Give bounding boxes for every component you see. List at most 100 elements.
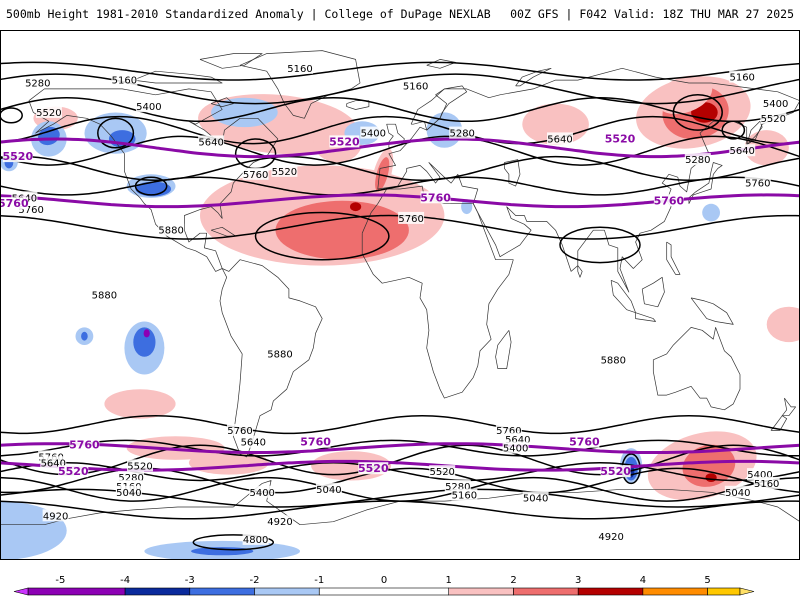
contour-label: 5400 [249, 488, 274, 499]
label-backdrop [267, 347, 293, 360]
contour-label: 5640 [729, 146, 754, 157]
colorbar-segment [318, 587, 450, 596]
highlight-contour-label: 5760 [69, 439, 100, 452]
label-backdrop [547, 132, 573, 145]
label-backdrop [69, 438, 100, 451]
label-backdrop [429, 465, 456, 478]
colorbar-segment [189, 587, 255, 596]
highlight-contour-label: 5520 [600, 465, 631, 478]
anomaly-region [104, 389, 176, 419]
contour-label: 4920 [267, 517, 292, 528]
closed-contour [559, 226, 641, 264]
height-contours [0, 61, 800, 551]
label-backdrop [358, 462, 389, 475]
contour-label: 5880 [601, 355, 626, 366]
coastline [377, 67, 800, 293]
height-contour [0, 155, 800, 181]
label-backdrop [449, 126, 476, 139]
colorbar-tick-label: 5 [704, 575, 710, 586]
contour-label: 5040 [523, 494, 548, 505]
highlight-contour-label: 5760 [569, 436, 600, 449]
anomaly-region [702, 203, 720, 222]
coastline [239, 50, 361, 119]
label-backdrop [242, 167, 269, 180]
coastline [641, 276, 665, 308]
coastline [635, 312, 656, 322]
label-backdrop [35, 105, 62, 118]
label-backdrop [360, 126, 387, 139]
label-backdrop [300, 435, 331, 448]
colorbar-segment [448, 587, 514, 596]
contour-label: 5280 [445, 482, 470, 493]
contour-label: 5400 [136, 102, 161, 113]
contour-label: 5280 [685, 155, 710, 166]
coastline [652, 327, 741, 411]
contour-label: 5760 [227, 426, 252, 437]
contour-label: 5760 [18, 205, 43, 216]
label-backdrop [760, 111, 787, 124]
colorbar-segment [577, 587, 644, 596]
contour-label: 5880 [92, 291, 117, 302]
contour-label: 5160 [729, 73, 754, 84]
coastline [210, 97, 234, 107]
anomaly-region [766, 306, 800, 343]
highlight-contour-label: 5520 [2, 150, 33, 163]
contour-label: 4800 [243, 535, 268, 546]
label-backdrop [287, 61, 313, 74]
coastline [577, 265, 583, 278]
coastline [504, 159, 521, 187]
coastline [0, 480, 800, 526]
colorbar-tick-label: -1 [314, 575, 324, 586]
colorbar-tick-label: -4 [120, 575, 130, 586]
map-title: 500mb Height 1981-2010 Standardized Anom… [6, 7, 491, 21]
anomaly-region [656, 75, 713, 115]
label-backdrop [744, 176, 771, 189]
colorbar-bar [13, 587, 755, 596]
label-backdrop [315, 482, 342, 495]
height-contour [0, 439, 800, 457]
contour-label: 5640 [241, 438, 266, 449]
label-backdrop [111, 73, 138, 86]
colorbar-tick-label: 3 [575, 575, 581, 586]
label-backdrop [198, 135, 225, 148]
label-backdrop [91, 288, 118, 301]
label-backdrop [227, 423, 253, 436]
highlight-contour-label: 5520 [605, 132, 636, 145]
height-contour [0, 414, 800, 435]
contour-label: 5520 [36, 108, 61, 119]
label-backdrop [600, 353, 627, 366]
run-info: 00Z GFS | F042 Valid: 18Z THU MAR 27 202… [510, 7, 794, 21]
contour-label: 5400 [361, 129, 386, 140]
height-contour [0, 61, 800, 81]
contour-label: 5160 [452, 491, 477, 502]
contour-label: 5160 [287, 64, 312, 75]
anomaly-region [143, 329, 150, 338]
contour-label: 5160 [112, 76, 137, 87]
colorbar-tick-label: 0 [381, 575, 387, 586]
contour-label: 5400 [503, 444, 528, 455]
highlight-contour-label: 5760 [0, 197, 29, 210]
colorbar-segment [124, 587, 191, 596]
label-backdrop [653, 194, 684, 207]
contour-label: 5520 [429, 467, 454, 478]
contour-label: 5880 [267, 349, 292, 360]
anomaly-region [133, 327, 156, 357]
label-backdrop [569, 435, 600, 448]
label-backdrop [135, 100, 162, 113]
contour-label: 5520 [761, 114, 786, 125]
coastline [666, 241, 681, 275]
label-backdrop [729, 144, 756, 157]
label-backdrop [729, 70, 756, 83]
contour-label: 5040 [725, 488, 750, 499]
highlight-contour [0, 442, 800, 454]
anomaly-region [191, 547, 254, 556]
highlight-contour-label: 5760 [420, 191, 451, 204]
label-backdrop [267, 515, 293, 528]
contour-label: 5760 [745, 179, 770, 190]
contour-label: 5160 [754, 479, 779, 490]
coastline [746, 120, 763, 146]
highlight-contour-label: 5520 [58, 465, 89, 478]
label-backdrop [522, 491, 549, 504]
